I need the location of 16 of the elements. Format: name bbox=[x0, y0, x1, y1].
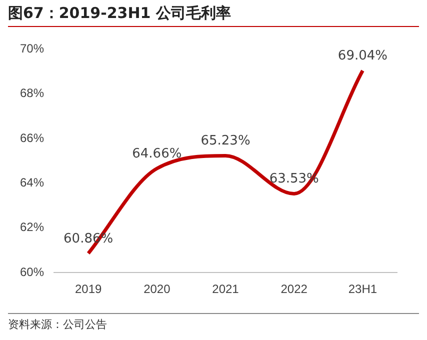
x-tick-label: 23H1 bbox=[348, 282, 378, 296]
y-tick-label: 62% bbox=[20, 220, 44, 234]
data-label: 64.66% bbox=[132, 146, 182, 162]
text: 资料来源：公司公告 bbox=[8, 313, 419, 332]
data-label: 65.23% bbox=[200, 134, 250, 149]
y-tick-label: 68% bbox=[20, 86, 44, 100]
x-tick-label: 2021 bbox=[212, 282, 240, 296]
y-tick-label: 64% bbox=[20, 176, 44, 190]
y-tick-label: 66% bbox=[20, 130, 44, 145]
chart-title: 图67：2019-23H1 公司毛利率 bbox=[8, 4, 419, 27]
y-tick-label: 60% bbox=[20, 264, 44, 279]
data-label: 69.04% bbox=[338, 48, 388, 64]
x-tick-label: 2019 bbox=[74, 282, 102, 296]
x-tick-label: 2020 bbox=[144, 282, 171, 296]
x-tick-label: 2022 bbox=[280, 282, 308, 296]
y-tick-label: 70% bbox=[20, 42, 44, 56]
